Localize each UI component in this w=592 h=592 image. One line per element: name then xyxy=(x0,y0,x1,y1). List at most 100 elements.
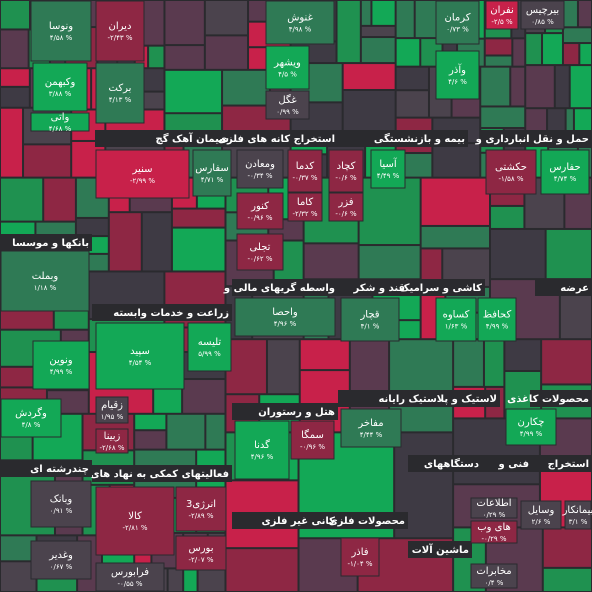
tile: زبینا -۲/۶۸ % xyxy=(95,428,129,454)
tile-name: بیرچیس xyxy=(526,5,559,16)
tile-filler xyxy=(526,66,554,108)
tile-box xyxy=(95,562,165,592)
tile-box xyxy=(95,149,190,199)
tile-name: اطلاعات xyxy=(476,498,511,509)
tile-filler xyxy=(1,536,36,561)
tile-box xyxy=(470,497,518,519)
tile-filler xyxy=(205,1,248,35)
tile: کالا -۲/۸۱ % xyxy=(95,486,175,556)
tile-name: وبملت xyxy=(32,271,59,282)
tile-filler xyxy=(267,340,299,394)
tile-filler xyxy=(172,228,225,271)
sector-header-bg xyxy=(0,460,92,477)
sector-header-bg xyxy=(480,130,592,147)
sector-header: حمل و نقل انبارداری و xyxy=(475,134,589,145)
tile-name: وبانک xyxy=(50,494,73,505)
tile-change: -۰/۲۹ % xyxy=(481,535,506,543)
tile: کنور -۰/۹۶ % xyxy=(236,192,284,230)
tile: تجلی -۰/۶۲ % xyxy=(236,233,284,271)
tile: آسیا ۴/۴۹ % xyxy=(370,149,406,189)
tile-change: ۴/۱۳ % xyxy=(109,96,132,104)
tile: وسایل ۲/۶ % xyxy=(520,500,562,530)
sector-header: استخراج کانه های فلزی xyxy=(218,134,335,145)
sector-header: سیمان آهک گچ xyxy=(156,132,230,145)
tile: انرژی3 -۲/۸۹ % xyxy=(175,486,227,532)
tile-change: -۲/۸۹ % xyxy=(188,512,213,520)
tile-box xyxy=(485,0,519,30)
tile-change: ۴/۷۴ % xyxy=(554,175,577,183)
tile-filler xyxy=(555,66,569,108)
tile-filler xyxy=(1,87,29,107)
tile-filler xyxy=(485,39,512,55)
tile: غگل ۰/۹۹ % xyxy=(265,90,310,120)
tile-name: کاما xyxy=(297,197,313,208)
tile-change: -۲/۶۸ % xyxy=(99,444,124,452)
tile: قچار ۴/۱ % xyxy=(340,297,400,342)
tile-name: آسیا xyxy=(379,157,397,170)
tile-filler xyxy=(481,107,525,128)
tile-filler xyxy=(1,30,28,68)
tile-name: وسایل xyxy=(528,505,555,516)
tile-box xyxy=(287,192,323,222)
sector-header-bg xyxy=(232,403,338,420)
tile-box xyxy=(520,500,562,530)
tile: سفارس ۴/۷۱ % xyxy=(192,149,232,197)
tile-box xyxy=(470,520,518,544)
tile-filler xyxy=(1,1,30,29)
sector-header: استخراج xyxy=(548,459,589,470)
tile-box xyxy=(564,500,592,530)
sector-header: کاشی و سرامیک xyxy=(399,283,482,294)
tile-name: واحصا xyxy=(272,307,298,318)
tile-filler xyxy=(396,39,420,66)
tile-name: کساوه xyxy=(443,310,470,321)
tile: فزر -۰/۶ % xyxy=(328,192,364,222)
sector-header-bg xyxy=(232,512,338,529)
tile-box xyxy=(236,192,284,230)
tile: کساوه ۱/۶۳ % xyxy=(435,297,477,342)
tile: فاذر -۱/۰۴ % xyxy=(340,537,380,577)
tile: کچاد -۰/۶ % xyxy=(328,149,364,193)
tile-name: فرابورس xyxy=(111,567,149,578)
tile-box xyxy=(95,0,145,62)
tile: کرمان ۰/۷۳ % xyxy=(435,0,480,45)
tile-filler xyxy=(421,249,442,286)
tile-name: حفارس xyxy=(549,162,580,173)
sector-header-bg xyxy=(232,279,338,296)
tile-change: -۱/۵۸ % xyxy=(498,175,523,183)
tile-box xyxy=(192,149,232,197)
sector-header: چندرشته ای xyxy=(30,464,89,475)
tile-box xyxy=(234,297,336,337)
tile-filler xyxy=(109,213,141,271)
tile-change: ۴/۹۹ % xyxy=(520,430,543,438)
tile-filler xyxy=(542,340,591,384)
tile: وبملت ۱/۱۸ % xyxy=(0,250,90,312)
sector-header-bg xyxy=(535,279,592,296)
tile-name: ونوین xyxy=(49,355,72,366)
tile-change: -۰/۵۵ % xyxy=(117,580,142,588)
tile-box xyxy=(175,486,227,532)
sector-header: دستگاههای xyxy=(424,457,479,470)
tile-filler xyxy=(1,108,23,177)
tile-name: سنیر xyxy=(132,164,153,175)
tile-filler xyxy=(226,549,298,591)
tile-box xyxy=(340,297,400,342)
tile-change: -۰/۳۷ % xyxy=(292,174,317,182)
sector-header-bg xyxy=(530,390,592,407)
tile-box xyxy=(30,480,92,528)
tile-box xyxy=(0,250,90,312)
tile-change: ۴/۱ % xyxy=(361,323,380,331)
tile: ومعادن -۰/۳۴ % xyxy=(236,149,284,189)
tile-box xyxy=(505,408,557,446)
sector-header-bg xyxy=(482,455,532,472)
tile-name: کدما xyxy=(296,161,315,172)
tile-name: تجلی xyxy=(250,242,271,253)
tile-change: ۴/۹۹ % xyxy=(50,368,73,376)
tile: زقیام ۱/۹۵ % xyxy=(95,396,129,424)
tile-filler xyxy=(343,90,395,131)
tile-name: زبینا xyxy=(104,431,121,442)
tile-filler xyxy=(359,246,420,279)
tile-change: ۰/۶۷ % xyxy=(50,563,73,571)
tile-filler xyxy=(543,34,562,65)
tile-change: ۵/۹۹ % xyxy=(198,350,221,358)
